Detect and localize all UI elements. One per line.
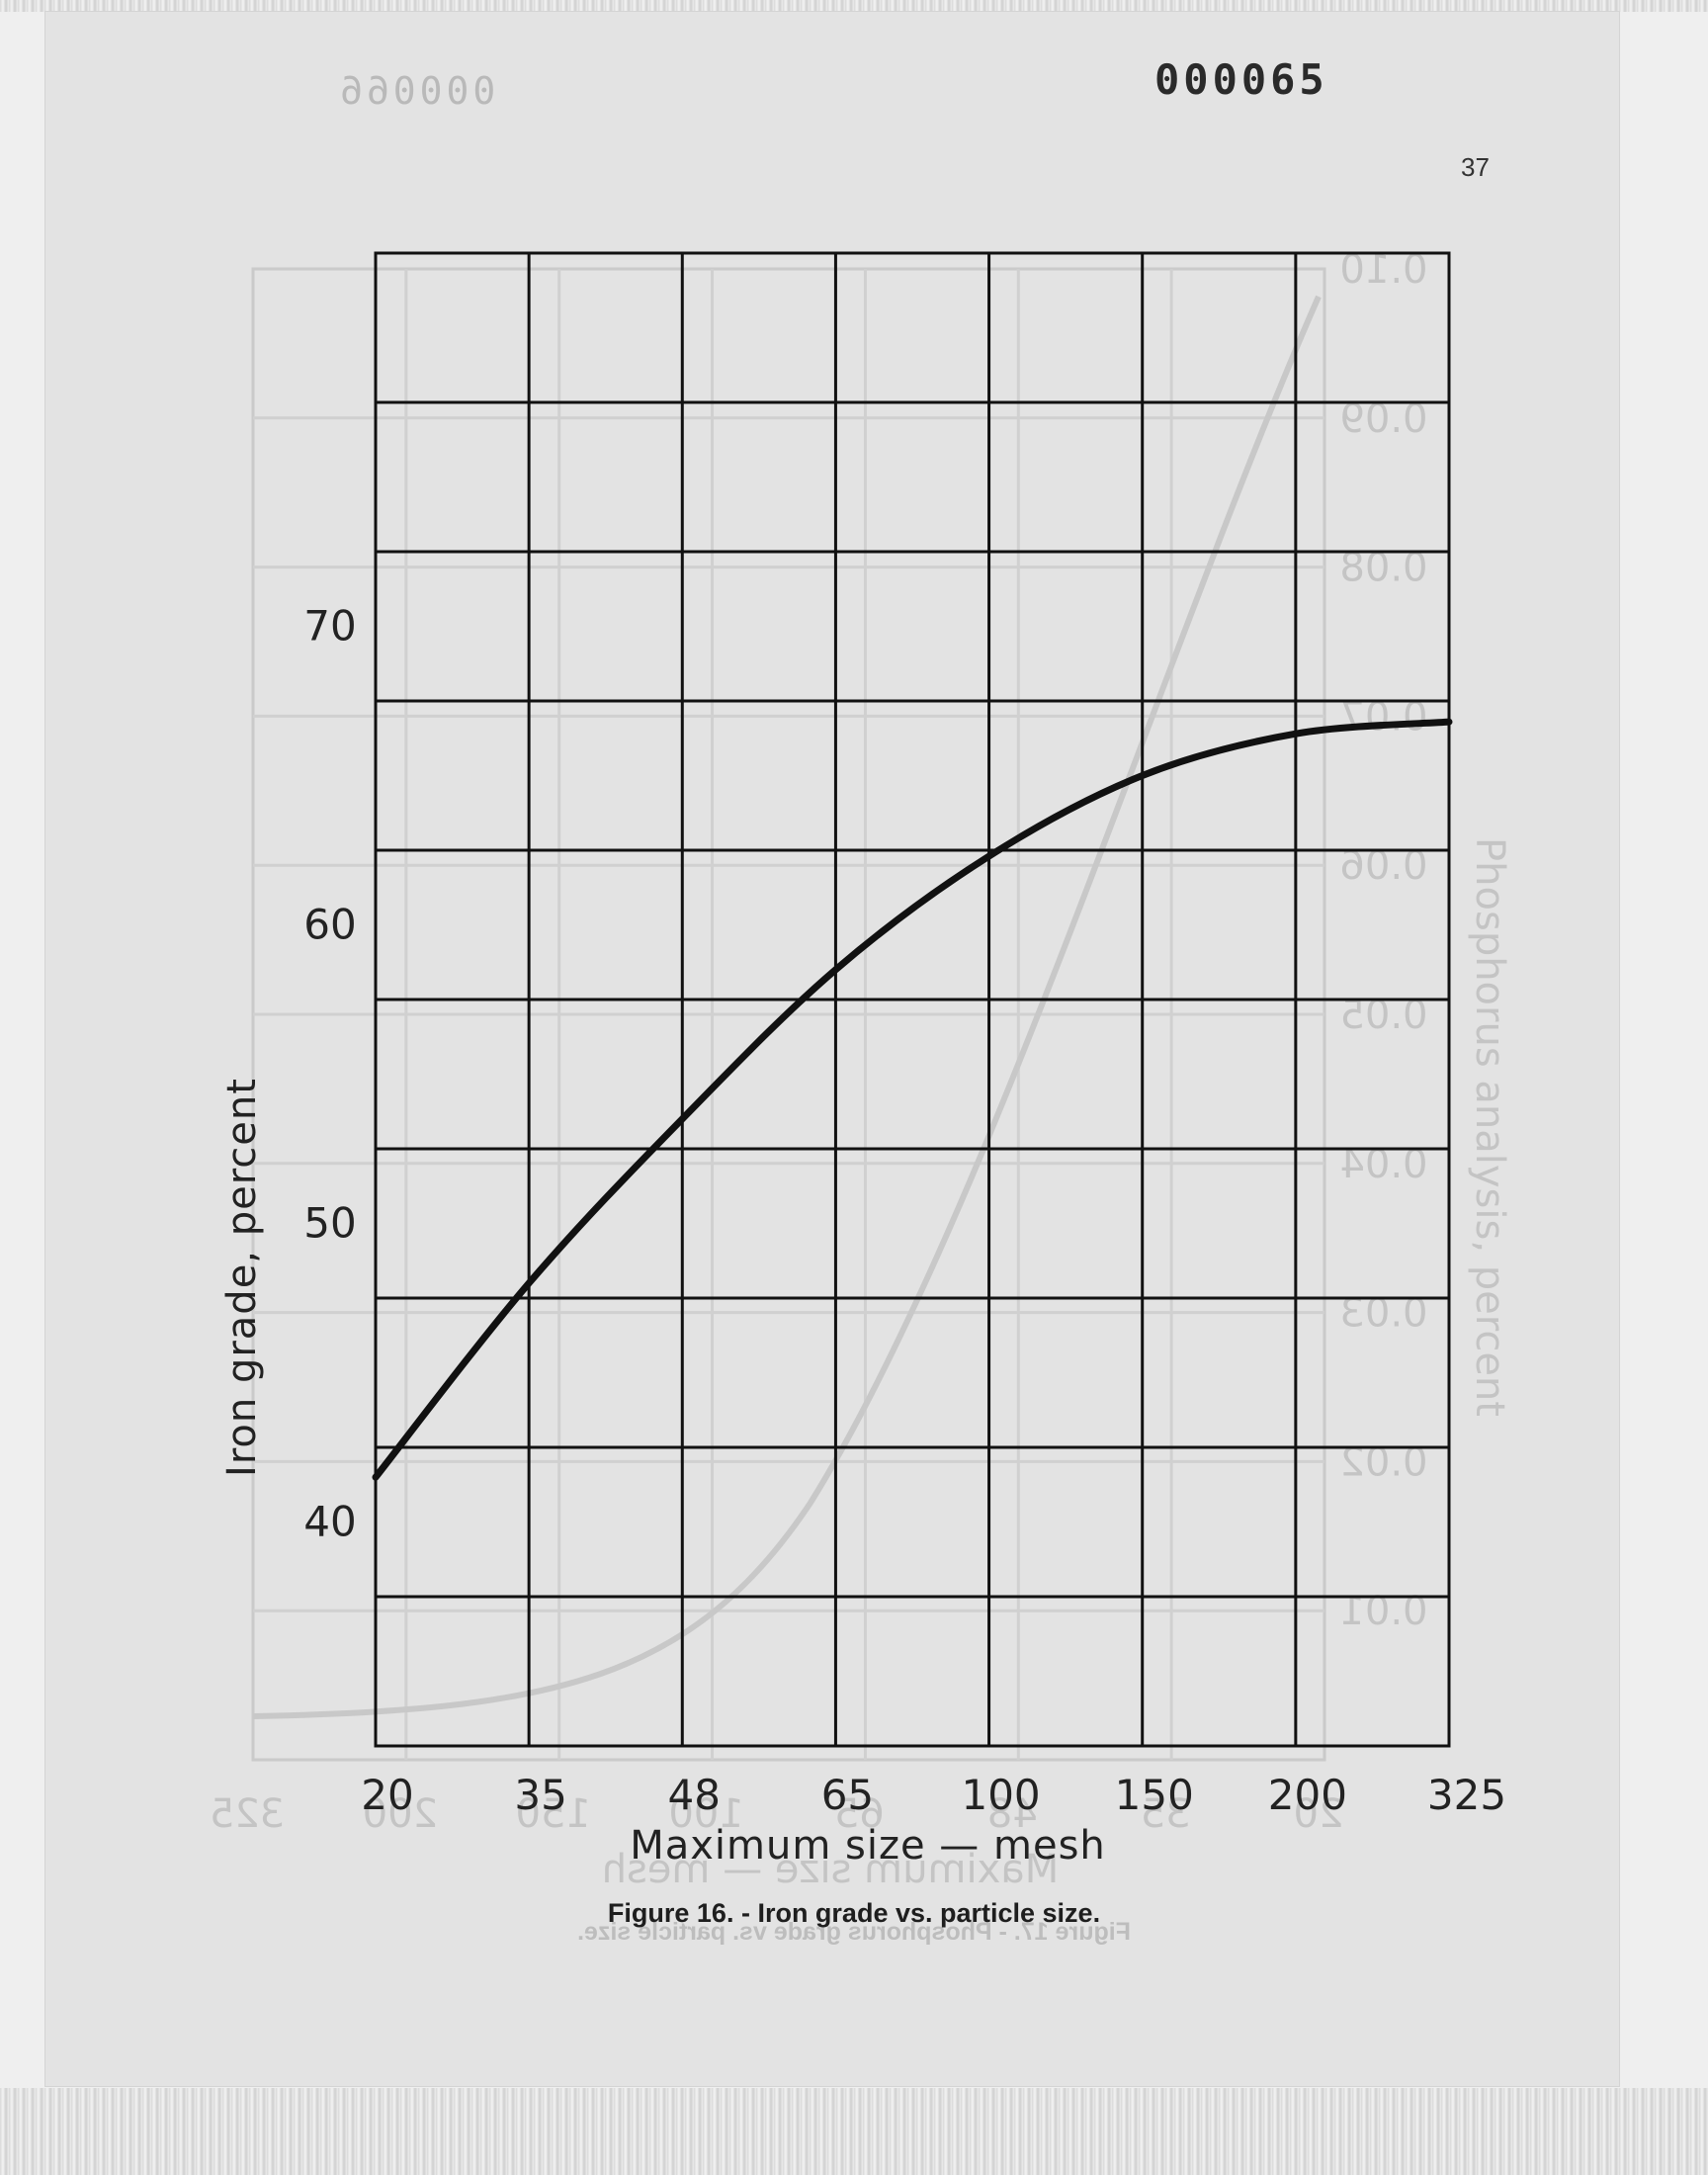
ghost-x-tick-label: 200 bbox=[363, 1791, 438, 1837]
ghost-x-tick-label: 35 bbox=[1141, 1791, 1191, 1837]
chart-grid bbox=[374, 251, 1451, 1748]
y-tick-label: 50 bbox=[303, 1199, 356, 1248]
y-tick-label: 60 bbox=[303, 901, 356, 949]
ghost-y-tick-label: 0.10 bbox=[1339, 247, 1427, 293]
chart-series bbox=[372, 718, 1453, 1481]
chart-ticks: 20 35 48 65 100 150 200 325 40 50 60 70 bbox=[303, 602, 1506, 1820]
scan-top-band bbox=[0, 0, 1708, 12]
y-axis-title: Iron grade, percent bbox=[219, 1078, 265, 1477]
y-tick-label: 40 bbox=[303, 1498, 356, 1546]
ghost-x-axis-title: Maximum size — mesh bbox=[602, 1847, 1060, 1892]
y-tick-label: 70 bbox=[303, 602, 356, 651]
ghost-x-tick-label: 150 bbox=[516, 1791, 591, 1837]
x-tick-label: 200 bbox=[1268, 1771, 1347, 1819]
ghost-x-tick-label: 325 bbox=[210, 1791, 285, 1837]
ghost-y-axis-title: Phosphorus analysis, percent bbox=[1467, 837, 1512, 1417]
x-tick-label: 150 bbox=[1115, 1771, 1194, 1819]
ghost-x-tick-label: 48 bbox=[987, 1791, 1038, 1837]
bleedthrough-chart: 0.010.020.030.040.050.060.070.080.090.10… bbox=[210, 247, 1512, 1892]
x-axis-title: Maximum size — mesh bbox=[630, 1823, 1106, 1869]
ghost-phosphorus-curve bbox=[252, 295, 1322, 1719]
figure-caption: Figure 16. - Iron grade vs. particle siz… bbox=[607, 1898, 1101, 1928]
paper-sheet bbox=[45, 12, 1619, 2086]
document-number: 000065 bbox=[1154, 55, 1328, 104]
ghost-x-tick-label: 20 bbox=[1294, 1791, 1344, 1837]
x-tick-label: 35 bbox=[514, 1771, 566, 1819]
x-tick-label: 325 bbox=[1427, 1771, 1506, 1819]
page-number: 37 bbox=[1461, 152, 1490, 182]
ghost-x-tick-label: 65 bbox=[834, 1791, 885, 1837]
scan-bottom-band bbox=[0, 2088, 1708, 2175]
x-tick-label: 100 bbox=[961, 1771, 1040, 1819]
iron-grade-curve bbox=[372, 718, 1453, 1481]
ghost-x-tick-label: 100 bbox=[668, 1791, 743, 1837]
x-tick-label: 48 bbox=[668, 1771, 721, 1819]
x-tick-label: 65 bbox=[821, 1771, 874, 1819]
x-tick-label: 20 bbox=[361, 1771, 413, 1819]
